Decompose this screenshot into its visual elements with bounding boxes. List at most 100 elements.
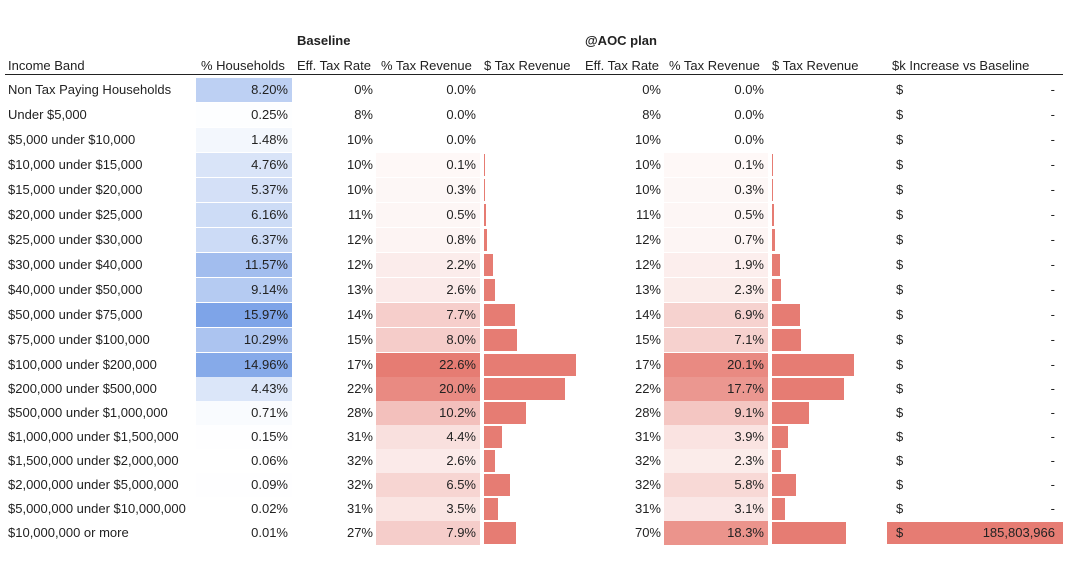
baseline-eff-rate-cell: 12%	[346, 232, 373, 247]
aoc-pct-revenue-cell: 3.1%	[664, 497, 768, 521]
currency-symbol: $	[896, 282, 904, 297]
baseline-header: Baseline	[297, 33, 351, 48]
income-band-cell: $20,000 under $25,000	[8, 207, 143, 222]
households-header: % Households	[201, 58, 285, 73]
baseline-eff-rate-cell: 28%	[346, 405, 373, 420]
aoc-pct-revenue-cell: 0.7%	[664, 228, 768, 252]
households-cell: 0.71%	[196, 401, 292, 425]
currency-symbol: $	[896, 257, 904, 272]
baseline-eff-rate-cell: 11%	[347, 207, 373, 222]
baseline-eff-rate-header: Eff. Tax Rate	[297, 58, 371, 73]
baseline-pct-revenue-cell: 4.4%	[376, 425, 480, 449]
aoc-pct-revenue-cell: 5.8%	[664, 473, 768, 497]
aoc-eff-rate-cell: 32%	[634, 477, 661, 492]
aoc-eff-rate-cell: 28%	[634, 405, 661, 420]
baseline-revenue-bar	[484, 229, 488, 251]
baseline-revenue-bar	[484, 329, 517, 351]
aoc-plan-header: @AOC plan	[585, 33, 657, 48]
aoc-pct-revenue-cell: 6.9%	[664, 303, 768, 327]
baseline-revenue-bar	[484, 204, 487, 226]
baseline-pct-revenue-cell: 2.6%	[376, 278, 480, 302]
aoc-eff-rate-cell: 12%	[634, 232, 661, 247]
baseline-eff-rate-cell: 31%	[346, 429, 373, 444]
baseline-pct-revenue-cell: 0.0%	[446, 82, 476, 97]
baseline-pct-revenue-cell: 0.1%	[376, 153, 480, 177]
households-cell: 4.43%	[196, 377, 292, 401]
aoc-revenue-bar	[772, 522, 847, 544]
aoc-pct-revenue-cell: 18.3%	[664, 521, 768, 545]
baseline-dollar-revenue-header: $ Tax Revenue	[484, 58, 571, 73]
baseline-revenue-bar	[484, 450, 495, 472]
aoc-revenue-bar	[772, 354, 854, 376]
households-cell: 0.02%	[196, 497, 292, 521]
households-cell: 0.01%	[196, 521, 292, 545]
households-cell: 4.76%	[196, 153, 292, 177]
aoc-eff-rate-cell: 13%	[634, 282, 661, 297]
baseline-pct-revenue-cell: 2.2%	[376, 253, 480, 277]
households-cell: 0.25%	[196, 103, 292, 127]
currency-symbol: $	[896, 82, 904, 97]
baseline-eff-rate-cell: 32%	[346, 453, 373, 468]
currency-symbol: $	[896, 405, 904, 420]
baseline-pct-revenue-cell: 20.0%	[376, 377, 480, 401]
households-cell: 8.20%	[196, 78, 292, 102]
increase-value-cell: -	[1050, 357, 1055, 372]
currency-symbol: $	[896, 307, 904, 322]
baseline-pct-revenue-cell: 22.6%	[376, 353, 480, 377]
baseline-revenue-bar	[484, 498, 499, 520]
aoc-eff-rate-cell: 10%	[634, 157, 661, 172]
baseline-pct-revenue-cell: 7.7%	[376, 303, 480, 327]
baseline-revenue-bar	[484, 179, 486, 201]
baseline-pct-revenue-cell: 6.5%	[376, 473, 480, 497]
baseline-pct-revenue-header: % Tax Revenue	[381, 58, 472, 73]
households-cell: 5.37%	[196, 178, 292, 202]
baseline-revenue-bar	[484, 402, 526, 424]
baseline-eff-rate-cell: 14%	[346, 307, 373, 322]
baseline-eff-rate-cell: 13%	[346, 282, 373, 297]
currency-symbol: $	[896, 453, 904, 468]
aoc-eff-rate-cell: 70%	[634, 525, 661, 540]
income-band-cell: Under $5,000	[8, 107, 87, 122]
income-band-cell: $10,000 under $15,000	[8, 157, 143, 172]
increase-value-cell: -	[1050, 132, 1055, 147]
baseline-eff-rate-cell: 22%	[346, 381, 373, 396]
baseline-eff-rate-cell: 31%	[346, 501, 373, 516]
aoc-pct-revenue-header: % Tax Revenue	[669, 58, 760, 73]
income-band-cell: $1,000,000 under $1,500,000	[8, 429, 179, 444]
aoc-pct-revenue-cell: 0.1%	[664, 153, 768, 177]
currency-symbol: $	[896, 132, 904, 147]
currency-symbol: $	[896, 182, 904, 197]
households-cell: 0.09%	[196, 473, 292, 497]
income-band-cell: $200,000 under $500,000	[8, 381, 157, 396]
baseline-revenue-bar	[484, 378, 566, 400]
aoc-pct-revenue-cell: 17.7%	[664, 377, 768, 401]
income-band-cell: Non Tax Paying Households	[8, 82, 172, 97]
baseline-pct-revenue-cell: 0.0%	[446, 107, 476, 122]
increase-value-cell: -	[1050, 477, 1055, 492]
baseline-pct-revenue-cell: 0.3%	[376, 178, 480, 202]
aoc-revenue-bar	[772, 450, 782, 472]
aoc-pct-revenue-cell: 20.1%	[664, 353, 768, 377]
aoc-revenue-bar	[772, 378, 845, 400]
households-cell: 0.06%	[196, 449, 292, 473]
increase-value-cell: -	[1050, 257, 1055, 272]
increase-value-cell: -	[1050, 405, 1055, 420]
baseline-revenue-bar	[484, 279, 495, 301]
income-band-cell: $15,000 under $20,000	[8, 182, 143, 197]
aoc-revenue-bar	[772, 329, 801, 351]
baseline-eff-rate-cell: 10%	[346, 157, 373, 172]
baseline-pct-revenue-cell: 7.9%	[376, 521, 480, 545]
aoc-revenue-bar	[772, 279, 782, 301]
header-rule	[5, 74, 1063, 75]
currency-symbol: $	[896, 157, 904, 172]
currency-symbol: $	[896, 232, 904, 247]
households-cell: 0.15%	[196, 425, 292, 449]
households-cell: 6.16%	[196, 203, 292, 227]
income-band-cell: $10,000,000 or more	[8, 525, 129, 540]
baseline-pct-revenue-cell: 8.0%	[376, 328, 480, 352]
aoc-eff-rate-cell: 31%	[634, 501, 661, 516]
aoc-pct-revenue-cell: 0.0%	[734, 132, 764, 147]
aoc-pct-revenue-cell: 1.9%	[664, 253, 768, 277]
increase-value-cell: -	[1050, 107, 1055, 122]
aoc-eff-rate-cell: 22%	[634, 381, 661, 396]
